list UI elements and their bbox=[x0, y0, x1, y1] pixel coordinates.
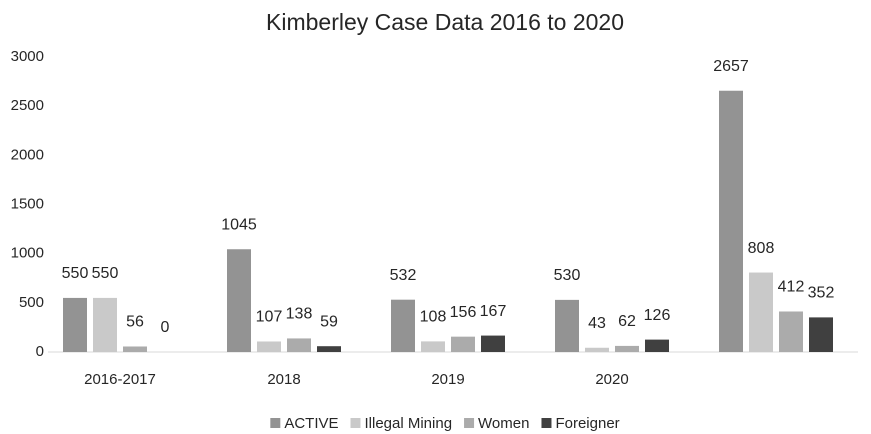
bar bbox=[421, 341, 445, 352]
data-label: 108 bbox=[420, 309, 447, 326]
y-tick-label: 0 bbox=[36, 343, 44, 360]
data-label: 550 bbox=[62, 265, 89, 282]
bar bbox=[615, 345, 639, 352]
data-label: 808 bbox=[748, 240, 775, 257]
data-label: 1045 bbox=[221, 216, 257, 233]
bar bbox=[481, 335, 505, 352]
data-label: 56 bbox=[126, 314, 144, 331]
bar bbox=[391, 299, 415, 352]
data-label: 138 bbox=[286, 306, 313, 323]
legend-swatch bbox=[541, 418, 552, 428]
legend-swatch bbox=[464, 418, 475, 428]
data-label: 530 bbox=[554, 267, 581, 284]
y-tick-label: 2500 bbox=[11, 97, 44, 114]
bar bbox=[645, 339, 669, 352]
bar bbox=[809, 317, 833, 352]
legend-label: Illegal Mining bbox=[365, 415, 453, 432]
x-tick-label: 2019 bbox=[431, 371, 464, 388]
legend-swatch bbox=[270, 418, 281, 428]
bar bbox=[63, 297, 87, 352]
bar bbox=[287, 338, 311, 352]
y-tick-label: 1000 bbox=[11, 245, 44, 262]
data-label: 412 bbox=[778, 279, 805, 296]
x-tick-label: 2016-2017 bbox=[84, 371, 156, 388]
data-label: 156 bbox=[450, 304, 477, 321]
legend-swatch bbox=[350, 418, 361, 428]
legend-label: Women bbox=[478, 415, 529, 432]
bar bbox=[123, 346, 147, 352]
y-tick-label: 500 bbox=[19, 294, 44, 311]
y-tick-label: 1500 bbox=[11, 195, 44, 212]
data-label: 352 bbox=[808, 285, 835, 302]
legend-label: Foreigner bbox=[555, 415, 619, 432]
bar bbox=[317, 346, 341, 352]
data-label: 107 bbox=[256, 309, 283, 326]
data-label: 43 bbox=[588, 315, 606, 332]
bar bbox=[451, 336, 475, 352]
data-label: 62 bbox=[618, 313, 636, 330]
y-tick-label: 2000 bbox=[11, 146, 44, 163]
data-label: 550 bbox=[92, 265, 119, 282]
bar bbox=[555, 299, 579, 352]
chart-title: Kimberley Case Data 2016 to 2020 bbox=[266, 9, 624, 35]
bar bbox=[749, 272, 773, 352]
data-label: 2657 bbox=[713, 58, 749, 75]
x-tick-label: 2018 bbox=[267, 371, 300, 388]
bar bbox=[779, 311, 803, 352]
y-tick-label: 3000 bbox=[11, 48, 44, 65]
bar bbox=[227, 249, 251, 352]
data-label: 532 bbox=[390, 267, 417, 284]
data-label: 126 bbox=[644, 307, 671, 324]
data-label: 167 bbox=[480, 303, 507, 320]
bar bbox=[585, 347, 609, 352]
data-label: 0 bbox=[161, 319, 170, 336]
bar bbox=[257, 341, 281, 352]
legend-label: ACTIVE bbox=[284, 415, 338, 432]
data-label: 59 bbox=[320, 313, 338, 330]
bar bbox=[719, 90, 743, 352]
bar bbox=[93, 297, 117, 352]
x-tick-label: 2020 bbox=[595, 371, 628, 388]
